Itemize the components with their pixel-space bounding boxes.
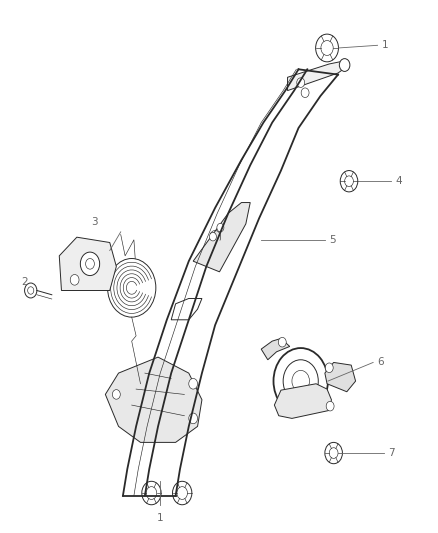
Polygon shape xyxy=(261,338,289,360)
Circle shape xyxy=(112,390,120,399)
Circle shape xyxy=(291,370,309,392)
Circle shape xyxy=(188,378,197,389)
Circle shape xyxy=(107,259,155,317)
Circle shape xyxy=(296,78,304,87)
Circle shape xyxy=(324,442,342,464)
Circle shape xyxy=(209,232,216,241)
Polygon shape xyxy=(193,203,250,272)
Circle shape xyxy=(325,401,333,411)
Circle shape xyxy=(320,41,332,55)
Text: 1: 1 xyxy=(381,41,388,50)
Polygon shape xyxy=(59,237,116,290)
Polygon shape xyxy=(324,362,355,392)
Circle shape xyxy=(315,34,338,62)
Polygon shape xyxy=(171,298,201,320)
Circle shape xyxy=(146,487,156,499)
Circle shape xyxy=(80,252,99,276)
Circle shape xyxy=(85,259,94,269)
Circle shape xyxy=(141,481,161,505)
Circle shape xyxy=(25,283,37,298)
Polygon shape xyxy=(287,61,346,91)
Circle shape xyxy=(339,59,349,71)
Circle shape xyxy=(283,360,318,402)
Circle shape xyxy=(188,413,197,424)
Circle shape xyxy=(328,448,337,458)
Text: 5: 5 xyxy=(328,235,335,245)
Circle shape xyxy=(300,88,308,98)
Circle shape xyxy=(177,487,187,499)
Circle shape xyxy=(172,481,191,505)
Circle shape xyxy=(278,337,286,347)
Text: 3: 3 xyxy=(91,216,98,227)
Circle shape xyxy=(28,287,34,294)
Circle shape xyxy=(273,348,327,414)
Circle shape xyxy=(344,176,353,187)
Text: 1: 1 xyxy=(156,513,163,523)
Circle shape xyxy=(70,274,79,285)
Text: 4: 4 xyxy=(394,176,401,186)
Text: 2: 2 xyxy=(21,278,28,287)
Circle shape xyxy=(216,223,223,232)
Polygon shape xyxy=(274,384,331,418)
Circle shape xyxy=(325,363,332,373)
Polygon shape xyxy=(105,357,201,442)
Text: 7: 7 xyxy=(388,448,394,458)
Circle shape xyxy=(339,171,357,192)
Text: 6: 6 xyxy=(377,358,383,367)
